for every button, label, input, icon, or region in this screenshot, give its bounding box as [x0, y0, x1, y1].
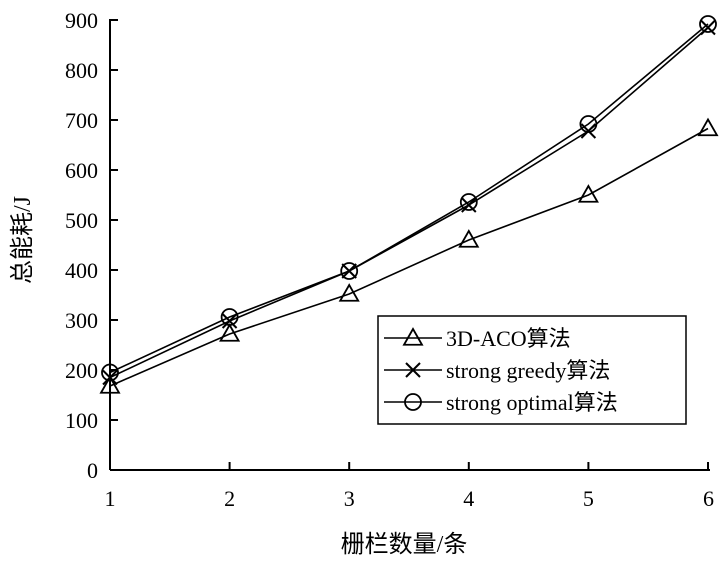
- legend-item: strong greedy算法: [384, 358, 610, 383]
- series-line: [109, 23, 709, 374]
- data-point-circle: [579, 115, 598, 133]
- x-tick-label: 5: [583, 486, 594, 511]
- y-tick-label: 100: [65, 408, 98, 433]
- data-point-circle: [699, 15, 717, 33]
- data-point-circle: [459, 193, 478, 211]
- y-tick-label: 300: [65, 308, 98, 333]
- x-tick-label: 4: [463, 486, 474, 511]
- y-tick-label: 500: [65, 208, 98, 233]
- legend-item: strong optimal算法: [384, 390, 618, 415]
- y-tick-label: 600: [65, 158, 98, 183]
- axes: [109, 19, 710, 471]
- y-tick-label: 700: [65, 108, 98, 133]
- x-axis-title: 栅栏数量/条: [341, 531, 468, 558]
- data-point-triangle: [697, 117, 719, 137]
- data-point-triangle: [338, 283, 360, 302]
- y-tick-label: 200: [65, 358, 98, 383]
- data-point-triangle: [99, 375, 121, 394]
- data-point-x: [461, 197, 477, 213]
- y-tick-label: 0: [87, 458, 98, 483]
- x-tick-label: 1: [105, 486, 116, 511]
- series-group: [99, 15, 719, 394]
- series-line: [109, 26, 709, 379]
- data-point-x: [102, 369, 118, 386]
- data-point-circle: [220, 308, 239, 326]
- data-point-triangle: [458, 229, 480, 248]
- data-point-x: [221, 313, 238, 329]
- series-triangle: [99, 117, 719, 394]
- x-tick-label: 2: [224, 486, 235, 511]
- legend-label: strong optimal算法: [446, 390, 618, 415]
- y-tick-label: 900: [65, 8, 98, 33]
- data-point-triangle: [219, 323, 241, 342]
- legend-marker-circle: [404, 393, 422, 411]
- legend: 3D-ACO算法 strong greedy算法 strong optimal算法: [377, 315, 687, 425]
- legend-label: strong greedy算法: [446, 358, 610, 383]
- data-point-triangle: [577, 184, 599, 203]
- y-tick-label: 800: [65, 58, 98, 83]
- data-point-circle: [340, 262, 359, 280]
- ticks: 0 100 200 300 400 500 600 700 800 900 1 2 3 4 5 6: [65, 8, 714, 511]
- data-point-circle: [101, 363, 119, 382]
- legend-marker-triangle: [402, 327, 424, 346]
- legend-marker-x: [405, 362, 421, 378]
- y-tick-label: 400: [65, 258, 98, 283]
- series-line: [109, 127, 709, 387]
- x-tick-label: 6: [703, 486, 714, 511]
- data-point-x: [700, 19, 716, 36]
- x-tick-label: 3: [344, 486, 355, 511]
- legend-item: 3D-ACO算法: [384, 326, 571, 351]
- series-circle: [101, 15, 717, 382]
- legend-label: 3D-ACO算法: [446, 326, 571, 351]
- y-axis-title: 总能耗/J: [9, 196, 36, 284]
